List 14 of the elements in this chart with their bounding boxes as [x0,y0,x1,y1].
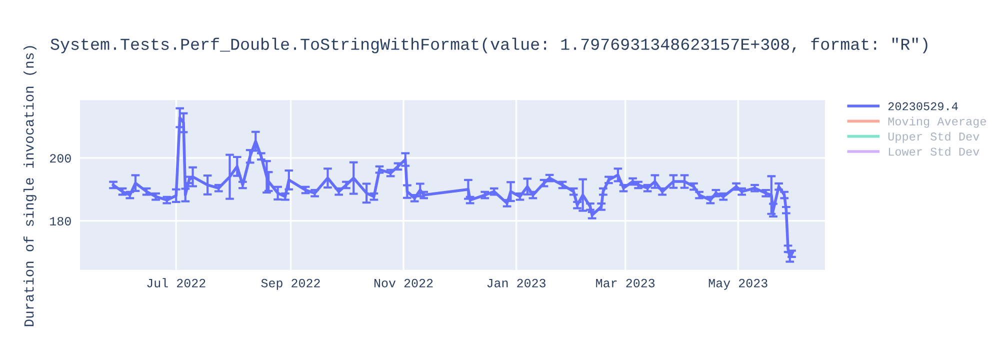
x-tick-label: May 2023 [708,278,768,290]
y-tick-label: 180 [50,216,71,226]
x-tick-label: Mar 2023 [596,278,655,288]
chart-title: System.Tests.Perf_Double.ToStringWithFormat(value: 1.7976931348623157E+308, format: "R") [50,38,928,54]
legend-label: Lower Std Dev [888,147,980,156]
legend-label: 20230529.4 [888,102,958,110]
x-tick-label: Jul 2022 [147,278,206,288]
x-tick-label: Nov 2022 [374,278,433,288]
y-tick-label: 200 [50,154,71,163]
legend-label: Upper Std Dev [888,132,980,143]
x-tick-label: Jan 2023 [487,278,546,288]
legend-label: Moving Average [888,116,986,128]
y-axis-title: Duration of single invocation (ns) [24,46,36,326]
x-tick-label: Sep 2022 [261,278,320,290]
